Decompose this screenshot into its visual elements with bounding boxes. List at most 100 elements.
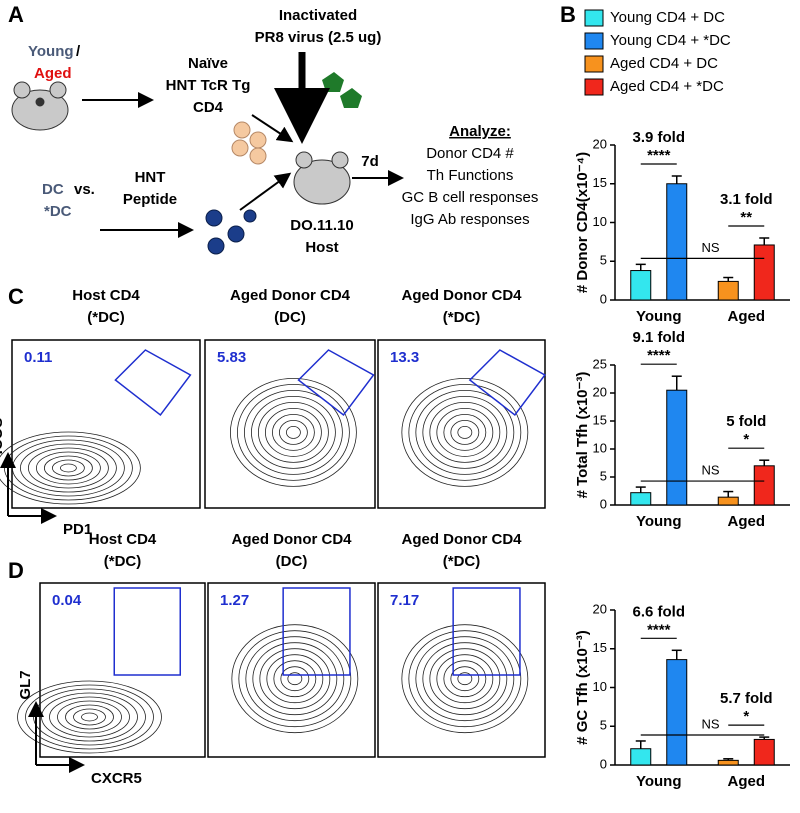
contour bbox=[443, 413, 487, 451]
host-mouse-icon bbox=[293, 151, 351, 205]
arrow bbox=[251, 114, 294, 143]
contour bbox=[231, 624, 359, 734]
bar bbox=[630, 748, 652, 766]
y-axis-label: # Donor CD4(x10⁻⁴) bbox=[574, 152, 591, 293]
mouse-icon bbox=[11, 81, 69, 131]
contour bbox=[41, 692, 138, 742]
young-label: Young bbox=[28, 43, 74, 60]
panel-label: B bbox=[560, 2, 576, 27]
y-tick-label: 0 bbox=[600, 756, 607, 771]
contour bbox=[81, 712, 98, 722]
y-tick-label: 25 bbox=[593, 356, 607, 371]
contour bbox=[285, 425, 301, 439]
peptide-label: Peptide bbox=[123, 191, 177, 208]
gate-value: 7.17 bbox=[390, 592, 419, 609]
bar bbox=[666, 183, 688, 301]
contour bbox=[415, 389, 515, 475]
contour bbox=[73, 708, 106, 726]
contour bbox=[4, 435, 133, 501]
y-tick-label: 15 bbox=[593, 175, 607, 190]
bar bbox=[717, 496, 739, 506]
gate bbox=[452, 587, 521, 676]
plot-title: Aged Donor CD4 bbox=[232, 531, 353, 548]
y-axis-label: ICOS bbox=[0, 418, 6, 455]
fold-label: 6.6 fold bbox=[632, 603, 685, 620]
contour bbox=[264, 407, 322, 457]
legend-label: Aged CD4 + DC bbox=[610, 55, 718, 72]
contour bbox=[0, 431, 141, 505]
gate-value: 0.11 bbox=[24, 349, 52, 366]
contour bbox=[250, 395, 336, 469]
y-tick-label: 0 bbox=[600, 291, 607, 306]
significance: **** bbox=[647, 147, 671, 164]
y-tick-label: 20 bbox=[593, 384, 607, 399]
plot-title: (*DC) bbox=[443, 553, 481, 570]
contour bbox=[450, 419, 480, 445]
legend-label: Aged CD4 + *DC bbox=[610, 78, 724, 95]
contour bbox=[20, 443, 117, 493]
gate bbox=[114, 349, 192, 417]
y-tick-label: 10 bbox=[593, 214, 607, 229]
y-axis-label: # GC Tfh (x10⁻³) bbox=[574, 630, 591, 745]
plot-frame bbox=[11, 339, 201, 509]
plot-title: (*DC) bbox=[443, 309, 481, 326]
bar bbox=[630, 492, 652, 506]
arrow bbox=[239, 172, 292, 211]
virus-icon bbox=[340, 88, 362, 108]
gate-value: 5.83 bbox=[217, 349, 246, 366]
plot-title: Host CD4 bbox=[72, 287, 140, 304]
gate-value: 13.3 bbox=[390, 349, 419, 366]
contour bbox=[33, 688, 146, 746]
contour bbox=[422, 642, 508, 716]
analyze-item: Th Functions bbox=[427, 167, 514, 184]
plot-title: Aged Donor CD4 bbox=[402, 531, 523, 548]
y-axis-label: GL7 bbox=[17, 670, 34, 699]
y-tick-label: 5 bbox=[600, 468, 607, 483]
ns-label: NS bbox=[701, 463, 719, 478]
virus-icon bbox=[322, 72, 344, 92]
plot-frame bbox=[207, 582, 376, 758]
x-tick-label: Young bbox=[636, 773, 682, 790]
contour bbox=[52, 459, 85, 477]
contour bbox=[429, 648, 501, 710]
contour bbox=[450, 666, 480, 692]
contour bbox=[457, 425, 473, 439]
naive-label: HNT TcR Tg bbox=[166, 77, 251, 94]
legend-swatch bbox=[584, 55, 604, 73]
contour bbox=[25, 684, 154, 750]
contour bbox=[415, 636, 515, 722]
y-axis-label: # Total Tfh (x10⁻³) bbox=[574, 372, 591, 499]
contour bbox=[278, 419, 308, 445]
x-tick-label: Aged bbox=[728, 773, 766, 790]
significance: * bbox=[743, 431, 749, 448]
legend-swatch bbox=[584, 32, 604, 50]
y-tick-label: 5 bbox=[600, 253, 607, 268]
x-tick-label: Aged bbox=[728, 513, 766, 530]
fold-label: 3.9 fold bbox=[632, 129, 685, 146]
peptide-label: HNT bbox=[135, 169, 166, 186]
bar bbox=[753, 465, 775, 506]
analyze-item: IgG Ab responses bbox=[410, 211, 529, 228]
dc-icon bbox=[205, 209, 257, 255]
analyze-item: GC B cell responses bbox=[402, 189, 539, 206]
plot-title: (DC) bbox=[274, 309, 306, 326]
significance: **** bbox=[647, 347, 671, 364]
naive-label: CD4 bbox=[193, 99, 224, 116]
contour bbox=[257, 401, 329, 463]
contour bbox=[443, 660, 487, 698]
gate bbox=[297, 349, 375, 417]
host-label: DO.11.10 bbox=[290, 217, 353, 234]
panel-label: A bbox=[8, 2, 24, 27]
legend-swatch bbox=[584, 9, 604, 27]
contour bbox=[259, 648, 331, 710]
bar bbox=[717, 759, 739, 766]
bar bbox=[753, 244, 775, 301]
contour bbox=[17, 680, 162, 754]
panel-label: D bbox=[8, 558, 24, 583]
y-tick-label: 20 bbox=[593, 601, 607, 616]
significance: ** bbox=[740, 209, 752, 226]
gate-value: 0.04 bbox=[52, 592, 82, 609]
bar bbox=[753, 738, 775, 766]
gate bbox=[282, 587, 351, 676]
